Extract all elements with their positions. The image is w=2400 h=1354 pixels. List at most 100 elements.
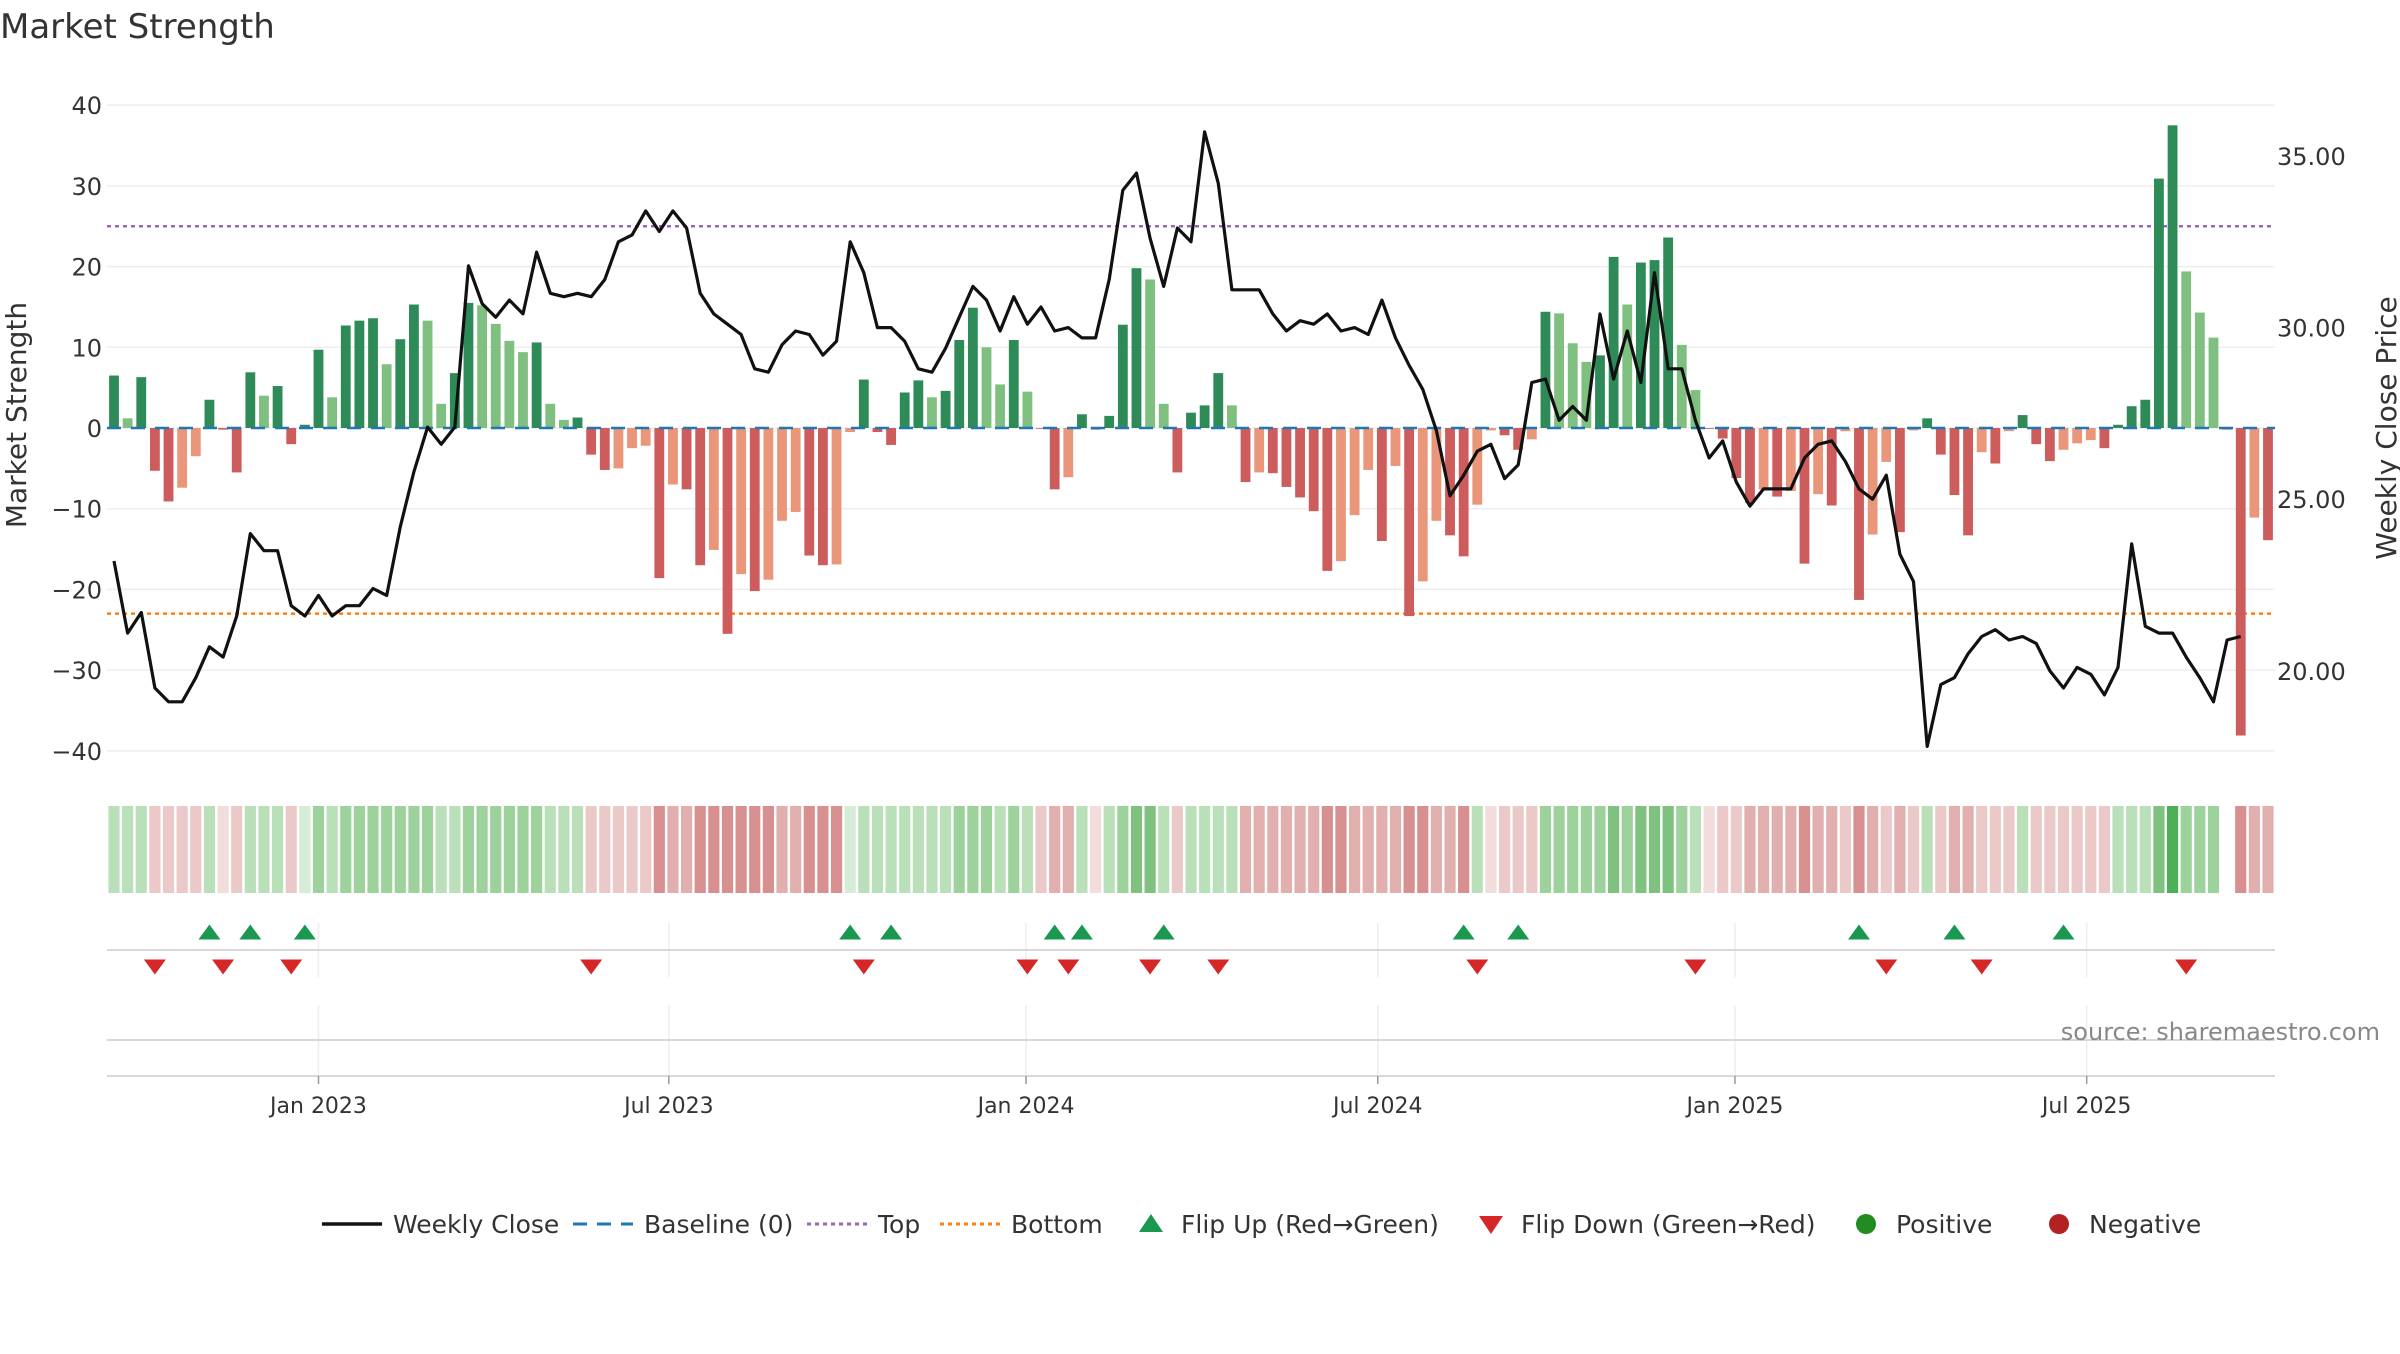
state-strip-cell [1812,806,1824,893]
flip-up-marker [2052,924,2075,940]
x-tick-label: Jan 2024 [976,1094,1075,1119]
y2-tick-label: 30.00 [2277,315,2346,343]
state-strip-cell [1635,806,1647,893]
strength-bar [1922,418,1933,428]
strength-bar [1976,428,1987,453]
state-strip-cell [994,806,1006,893]
strength-bar [1376,428,1387,541]
state-strip-cell [1471,806,1483,893]
strength-bar [1336,428,1346,562]
strength-bar [858,379,869,428]
flip-down-marker [1016,959,1039,975]
strength-bar [1813,428,1824,495]
state-strip-cell [162,806,175,893]
state-strip-cell [1976,806,1988,893]
strength-bar [1935,428,1946,455]
state-strip-cell [2057,806,2070,893]
legend-label: Top [877,1210,920,1239]
state-strip-cell [312,806,325,893]
source-credit: source: sharemaestro.com [2061,1018,2380,1046]
state-strip-cell [1935,806,1947,893]
state-strip-cell [1430,806,1442,893]
strength-bar [558,419,569,428]
legend-item: Negative [2049,1210,2201,1239]
strength-bar [599,428,610,470]
state-strip-cell [980,806,993,893]
strength-bar [2099,428,2110,449]
flip-down-marker [212,959,235,975]
strength-bar [572,417,583,428]
state-strip-cell [1417,806,1429,893]
flip-down-marker [580,959,603,975]
strength-bar [490,323,501,428]
y-tick-label: 30 [71,173,102,201]
state-strip-cell [1512,806,1524,893]
strength-bar [204,399,215,428]
state-strip-cell [353,806,365,893]
state-strip-cell [680,806,693,893]
strength-bar [1622,304,1633,428]
strength-bar [1131,268,1142,428]
state-strip-cell [1689,806,1702,893]
strength-bar [1745,428,1755,504]
state-strip-cell [1948,806,1961,893]
state-strip-cell [1989,806,2001,893]
state-strip-cell [2139,806,2151,893]
state-strip-cell [2030,806,2042,893]
legend: Weekly Close Baseline (0) Top Bottom Flip Up… [322,1210,2201,1239]
strength-bar [954,340,965,428]
strength-bar [436,403,447,428]
strength-bar [1704,428,1714,429]
state-strip-cell [844,806,856,893]
strength-bar [2140,399,2151,428]
strength-bar [313,349,324,428]
state-strip-cell [558,806,570,893]
flip-up-marker [1848,924,1871,940]
state-strip-cell [1076,806,1088,893]
state-strip-cell [435,806,447,893]
strength-bar [122,418,133,428]
strength-bar [1881,428,1892,462]
state-strip-cell [1294,806,1306,893]
strength-bar [149,428,160,471]
state-strip-cell [1703,806,1715,893]
state-strip-cell [1539,806,1552,893]
state-strip-cell [2003,806,2015,893]
strength-bar [2031,428,2042,445]
state-strip-cell [2126,806,2138,893]
state-strip-cell [967,806,979,893]
strength-bar [518,352,528,428]
strength-bar [1554,313,1564,428]
strength-bar [1390,428,1401,466]
state-strip-cell [1730,806,1742,893]
state-strip-cell [2044,806,2056,893]
strength-bar [1676,344,1687,428]
strength-bar [136,377,147,428]
strength-bar [2249,428,2260,518]
legend-label: Negative [2089,1210,2201,1239]
strength-bar [409,304,419,428]
strength-bar [1308,428,1319,512]
strength-bar [163,428,174,502]
strength-bar [1949,428,1960,495]
strength-bars [107,125,2275,736]
strength-bar [2072,428,2083,444]
flip-up-marker [1070,924,1093,940]
strength-bar [1022,391,1033,428]
strength-bar [286,428,297,445]
strength-bar [722,428,733,634]
state-strip-cell [1853,806,1865,893]
strength-bar [818,428,828,566]
flip-down-marker [1970,959,1993,975]
state-strip-cell [149,806,161,893]
state-strip-cell [1485,806,1497,893]
strength-bar [886,428,896,445]
state-strip-cell [1062,806,1074,893]
state-strip-cell [544,806,556,893]
state-strip-cell [2207,806,2220,893]
strength-bar [2167,125,2178,429]
strength-bar [1567,343,1578,428]
state-strip-cell [1757,806,1770,893]
state-strip-cell [1567,806,1579,893]
legend-label: Flip Down (Green→Red) [1521,1210,1816,1239]
